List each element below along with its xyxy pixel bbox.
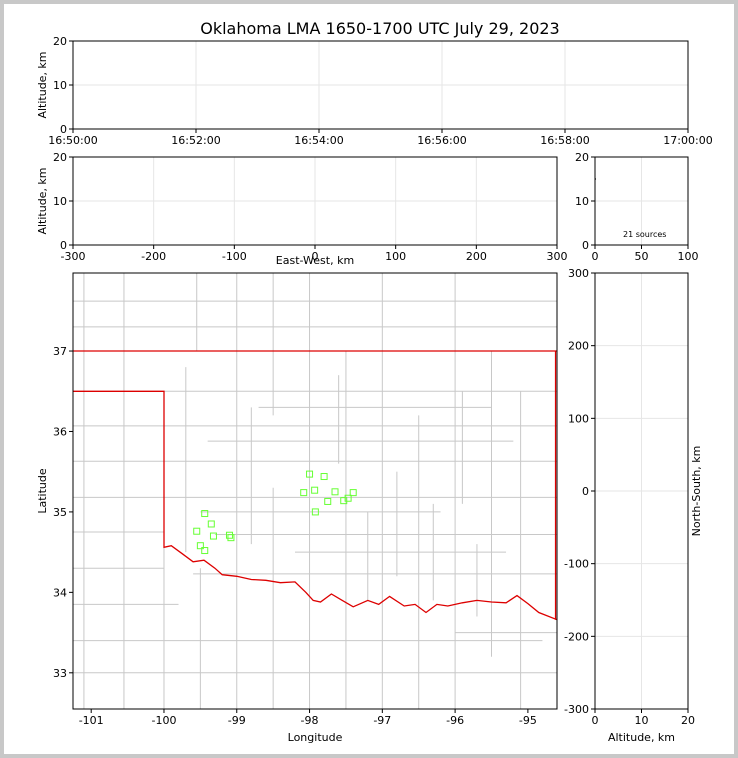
hist-x-tick-label: 0 [592,250,599,263]
ew-x-tick-label: 0 [312,250,319,263]
lightning-source-marker [227,534,235,542]
ew-y-tick-label: 20 [53,151,67,164]
ns-y-tick-label: -300 [564,703,589,716]
ew-x-tick-label: 200 [466,250,487,263]
ns-y-tick-label: 100 [568,412,589,425]
map-content [73,273,557,709]
time-y-tick-label: 10 [53,79,67,92]
lightning-source-marker [300,489,308,497]
map-y-tick-label: 37 [53,345,67,358]
map-y-axis-label: Latitude [36,468,49,514]
time-x-tick-label: 17:00:00 [663,134,712,147]
time-x-tick-label: 16:58:00 [540,134,589,147]
lightning-source-marker [201,510,209,518]
lightning-source-marker [193,527,201,535]
ns-y-tick-label: 200 [568,340,589,353]
lightning-source-marker [331,488,339,496]
time-altitude-panel: 16:50:00 16:52:00 16:54:00 16:56:00 16:58:00… [36,35,713,147]
ew-x-tick-label: 300 [547,250,568,263]
lightning-source-marker [209,532,217,540]
plan-view-map-panel: -101 -100 -99 -98 -97 -96 -95 33 34 35 36 37 Longitu… [36,272,558,744]
map-y-tick-label: 33 [53,667,67,680]
lightning-source-marker [196,542,204,550]
map-x-tick-label: -96 [446,714,464,727]
time-y-tick-label: 20 [53,35,67,48]
lightning-source-marker [349,489,357,497]
lightning-source-marker [201,547,209,555]
time-y-tick-label: 0 [60,123,67,136]
hist-y-tick-label: 10 [575,195,589,208]
map-x-tick-label: -100 [151,714,176,727]
ew-y-tick-label: 10 [53,195,67,208]
map-x-axis-label: Longitude [288,731,343,744]
hist-y-tick-label: 0 [582,239,589,252]
time-x-tick-label: 16:52:00 [171,134,220,147]
lightning-source-marker [225,531,233,539]
map-axes-frame [72,272,558,710]
ns-x-tick-label: 20 [681,714,695,727]
time-x-tick-label: 16:54:00 [294,134,343,147]
time-y-axis-label: Altitude, km [36,51,49,118]
ew-x-axis-label: East-West, km [276,254,354,267]
lightning-source-marker [340,497,348,505]
eastwest-altitude-panel: -300 -200 -100 0 100 200 300 0 10 20 East-West, km… [36,151,568,267]
lightning-source-marker [306,470,314,478]
source-count-label: 21 sources [623,230,666,239]
lightning-source-marker [344,494,352,502]
map-x-tick-label: -98 [301,714,319,727]
lightning-source-marker [324,497,332,505]
ew-x-tick-label: -200 [141,250,166,263]
map-y-tick-label: 36 [53,425,67,438]
ns-y-tick-label: 300 [568,267,589,280]
lightning-source-marker [207,520,215,528]
ns-y-tick-label: 0 [582,485,589,498]
map-y-tick-label: 34 [53,586,67,599]
map-y-tick-label: 35 [53,506,67,519]
altitude-histogram-panel: 0 50 100 0 10 20 [575,151,699,263]
ns-y-axis-label: North-South, km [690,446,703,537]
lightning-source-marker [311,486,319,494]
map-x-tick-label: -95 [519,714,537,727]
ew-x-tick-label: -100 [222,250,247,263]
ns-x-tick-label: 0 [592,714,599,727]
ns-x-tick-label: 10 [635,714,649,727]
ew-x-tick-label: 100 [385,250,406,263]
ew-x-tick-label: -300 [61,250,86,263]
map-x-tick-label: -101 [79,714,104,727]
figure-title: Oklahoma LMA 1650-1700 UTC July 29, 2023 [200,19,559,38]
time-x-tick-label: 16:50:00 [48,134,97,147]
hist-x-tick-label: 100 [678,250,699,263]
ns-x-axis-label: Altitude, km [608,731,675,744]
hist-y-tick-label: 20 [575,151,589,164]
ns-y-tick-label: -200 [564,630,589,643]
ns-y-tick-label: -100 [564,558,589,571]
figure-canvas [4,4,734,754]
lightning-source-marker [320,473,328,481]
lightning-source-marker [311,508,319,516]
state-boundary-oklahoma-south [73,390,557,621]
time-x-tick-label: 16:56:00 [417,134,466,147]
northsouth-altitude-panel: 0 10 20 -300 -200 -100 0 100 200 300 Altitude, km N… [564,267,703,744]
map-x-tick-label: -97 [373,714,391,727]
ew-y-tick-label: 0 [60,239,67,252]
map-x-tick-label: -99 [228,714,246,727]
hist-x-tick-label: 50 [635,250,649,263]
ew-y-axis-label: Altitude, km [36,167,49,234]
